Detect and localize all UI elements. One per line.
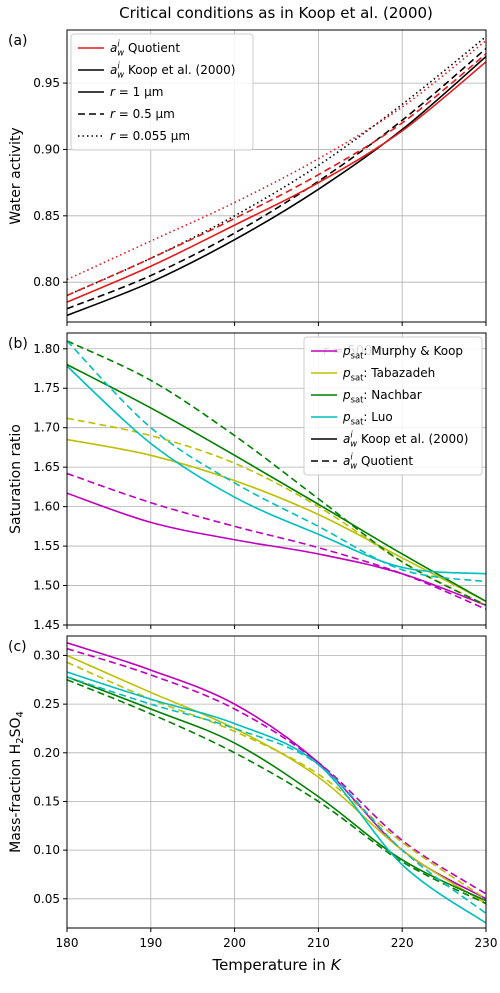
series-group <box>67 642 486 924</box>
panel-label: (b) <box>8 336 28 352</box>
y-axis-label: Water activity <box>8 127 24 224</box>
y-tick-label: 0.85 <box>33 209 60 223</box>
legend-label: ai w Koop et al. (2000) <box>343 430 468 449</box>
y-tick-label: 1.75 <box>33 381 60 395</box>
y-axis-label: Saturation ratio <box>8 424 24 534</box>
series-line <box>67 676 486 902</box>
x-tick-label: 220 <box>391 936 414 950</box>
y-tick-label: 0.25 <box>33 697 60 711</box>
series-group <box>67 340 486 610</box>
y-tick-label: 0.15 <box>33 794 60 808</box>
legend-label: ai w Quotient <box>343 452 413 471</box>
legend: ai w Quotient ai w Koop et al. (2000) r = 1 … <box>70 33 254 151</box>
panels: 0.80 0.85 0.90 0.95 Water activity (a) ai w Quo… <box>8 29 498 974</box>
y-tick-label: 1.60 <box>33 500 60 514</box>
series-line <box>67 53 486 297</box>
legend-label: psat: Murphy & Koop <box>342 344 463 361</box>
legend-box <box>303 336 483 476</box>
series-line <box>67 47 486 310</box>
series-line <box>67 36 486 297</box>
legend-label: psat: Luo <box>342 410 393 427</box>
legend-box <box>70 33 254 151</box>
series-line <box>67 676 486 915</box>
y-tick-label: 1.45 <box>33 618 60 632</box>
panel-2: 1.45 1.50 1.55 1.60 1.65 1.70 1.75 1.80 Saturati… <box>8 332 487 632</box>
series-line <box>67 438 486 603</box>
series-line <box>67 661 486 900</box>
series-group <box>67 36 486 317</box>
x-tick-label: 210 <box>307 936 330 950</box>
plot-frame <box>66 29 487 323</box>
y-tick-label: 0.95 <box>33 76 60 90</box>
series-line <box>67 340 486 606</box>
y-tick-label: 1.70 <box>33 421 60 435</box>
series-line <box>67 61 486 303</box>
x-tick-label: 180 <box>56 936 79 950</box>
y-tick-label: 0.20 <box>33 746 60 760</box>
series-line <box>67 365 486 575</box>
series-line <box>67 679 486 905</box>
series-line <box>67 671 486 924</box>
series-line <box>67 642 486 900</box>
legend-label: r = 0.5 μm <box>110 107 175 121</box>
legend-label: ai w Koop et al. (2000) <box>110 61 235 80</box>
y-axis-label: Mass-fraction H2SO4 <box>8 711 26 853</box>
legend-label: r = 1 μm <box>110 85 163 99</box>
panel-label: (a) <box>8 33 28 49</box>
series-line <box>67 472 486 610</box>
x-tick-label: 200 <box>223 936 246 950</box>
legend-label: r = 0.055 μm <box>110 129 190 143</box>
y-tick-label: 1.50 <box>33 579 60 593</box>
panel-label: (c) <box>8 639 27 655</box>
figure-title: Critical conditions as in Koop et al. (2… <box>119 4 433 22</box>
y-tick-label: 0.80 <box>33 275 60 289</box>
series-line <box>67 340 486 583</box>
x-axis-label: Temperature in K <box>211 956 341 974</box>
y-tick-label: 1.65 <box>33 460 60 474</box>
plot-frame <box>66 635 487 929</box>
y-tick-label: 0.10 <box>33 843 60 857</box>
x-tick-label: 230 <box>475 936 498 950</box>
legend-label: ai w Quotient <box>110 39 180 58</box>
panel-1: 0.80 0.85 0.90 0.95 Water activity (a) ai w Quo… <box>8 29 487 326</box>
panel-3: 180 190 200 210 220 230 0.05 0.10 0.15 0.20 0.25 0.… <box>8 635 498 974</box>
plot-frame <box>66 332 487 626</box>
legend: psat: Murphy & Koop psat: Tabazadeh psat: … <box>303 336 483 476</box>
legend-label: psat: Tabazadeh <box>342 366 435 383</box>
series-line <box>67 647 486 895</box>
legend-label: psat: Nachbar <box>342 388 422 405</box>
y-tick-label: 0.30 <box>33 648 60 662</box>
series-line <box>67 55 486 317</box>
y-tick-label: 1.55 <box>33 539 60 553</box>
series-line <box>67 363 486 603</box>
y-tick-label: 1.80 <box>33 342 60 356</box>
series-line <box>67 39 486 281</box>
y-tick-label: 0.05 <box>33 892 60 906</box>
x-tick-label: 190 <box>139 936 162 950</box>
y-tick-label: 0.90 <box>33 142 60 156</box>
series-line <box>67 492 486 607</box>
